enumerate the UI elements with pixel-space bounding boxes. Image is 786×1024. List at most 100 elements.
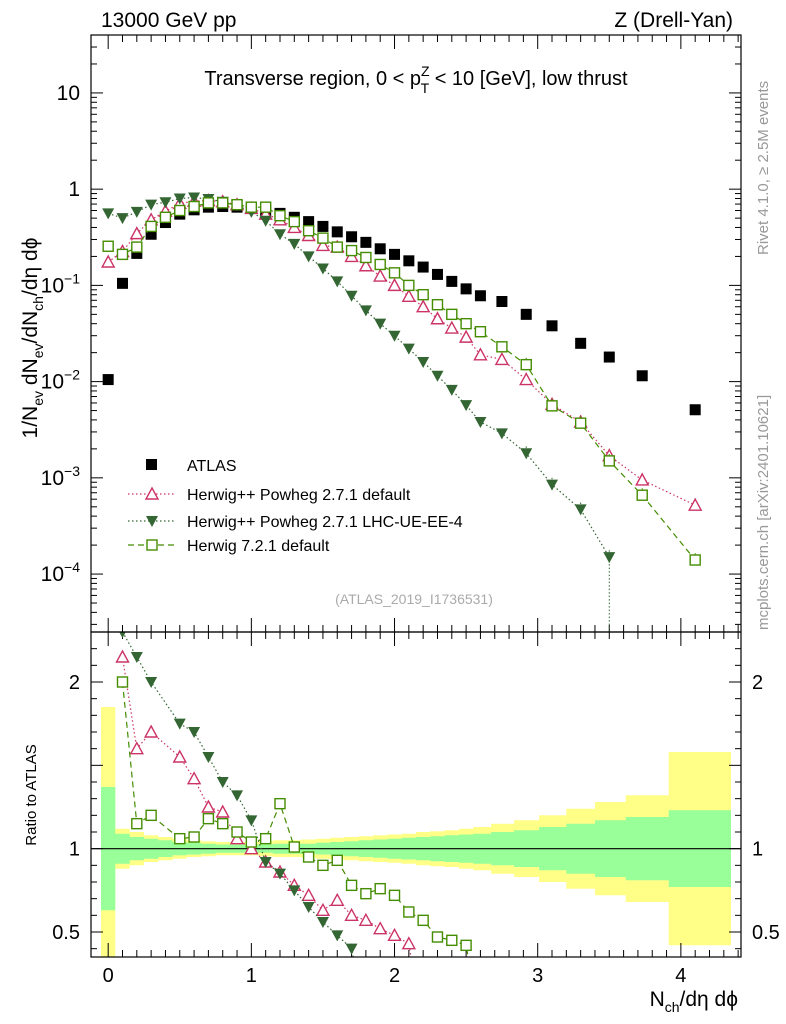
- ratio-point: [231, 826, 243, 838]
- main-point: [188, 200, 200, 213]
- ratio-point: [129, 741, 144, 755]
- ratio-point: [231, 790, 244, 802]
- ratio-point: [315, 902, 331, 917]
- main-point: [259, 215, 272, 227]
- main-point: [315, 237, 331, 252]
- main-point: [129, 226, 144, 240]
- ratio-point: [317, 859, 329, 872]
- main-point: [374, 243, 386, 255]
- main-point: [636, 489, 648, 501]
- x-tick-label: 1: [246, 965, 257, 987]
- legend-label-powheg-default: Herwig++ Powheg 2.7.1 default: [187, 487, 411, 504]
- main-point: [360, 236, 372, 248]
- ratio-point: [202, 752, 215, 763]
- ratio-band-outer: [101, 707, 731, 957]
- main-point: [245, 201, 258, 213]
- x-tick-label: 3: [532, 965, 543, 987]
- main-y-tick-label: 1: [68, 178, 80, 201]
- ratio-point: [374, 882, 386, 895]
- main-point: [546, 400, 558, 412]
- main-y-tick-labels: 10−4 10−3 10−2 10−1 1 10: [41, 82, 81, 586]
- main-point: [317, 232, 329, 244]
- ratio-series-layer: [115, 632, 472, 957]
- main-point: [403, 279, 415, 292]
- main-point: [496, 341, 508, 353]
- ratio-point: [331, 930, 344, 942]
- main-point: [431, 298, 444, 311]
- main-point: [231, 198, 243, 211]
- ratio-point: [302, 902, 315, 913]
- main-point: [460, 317, 472, 330]
- ratio-point: [174, 832, 186, 845]
- main-point: [288, 238, 301, 250]
- main-point: [374, 318, 387, 330]
- main-point: [317, 220, 329, 232]
- main-point: [387, 277, 402, 292]
- ratio-point: [130, 652, 143, 663]
- main-point: [359, 305, 372, 317]
- legend-label-atlas: ATLAS: [187, 458, 237, 475]
- main-point: [636, 370, 648, 382]
- main-point: [574, 417, 587, 429]
- main-point: [401, 288, 417, 303]
- ratio-point: [173, 718, 186, 730]
- main-point: [574, 504, 587, 516]
- main-point: [431, 370, 444, 382]
- main-point: [116, 248, 129, 261]
- x-axis-label: Nch/dη dϕ: [650, 988, 738, 1015]
- main-point: [145, 199, 158, 211]
- main-panel: 10−4 10−3 10−2 10−1 1 10 Transverse region, 0…: [19, 34, 742, 633]
- legend-label-herwig721: Herwig 7.2.1 default: [187, 538, 330, 555]
- x-tick-label: 2: [389, 965, 400, 987]
- ratio-point: [201, 799, 216, 813]
- main-point: [259, 201, 272, 213]
- ratio-bands-layer: [91, 707, 741, 957]
- main-point: [430, 311, 445, 325]
- main-point: [603, 351, 615, 363]
- main-point: [431, 268, 443, 280]
- main-point: [288, 215, 301, 228]
- main-series-layer: [101, 192, 703, 632]
- main-point: [159, 197, 172, 209]
- main-point: [388, 330, 401, 342]
- ratio-point: [302, 851, 315, 863]
- main-point: [273, 229, 286, 241]
- ratio-y-tick-label-right: 1: [752, 839, 763, 861]
- main-point: [331, 241, 343, 253]
- ratio-point: [119, 632, 126, 638]
- ratio-point: [431, 931, 444, 943]
- main-point: [474, 290, 486, 302]
- main-point: [217, 197, 229, 209]
- ratio-point: [216, 777, 229, 788]
- ratio-point: [330, 892, 345, 907]
- ratio-point: [388, 889, 401, 902]
- ratio-point: [273, 868, 286, 880]
- ratio-point: [172, 749, 187, 763]
- main-point: [417, 261, 429, 273]
- legend-item-powheg-default: Herwig++ Powheg 2.7.1 default: [128, 486, 411, 504]
- main-point: [520, 448, 533, 460]
- main-y-axis-label: 1/Nev dNev/dNch/dη dϕ: [19, 238, 46, 439]
- watermark: (ATLAS_2019_I1736531): [335, 591, 493, 607]
- ratio-y-axis-label: Ratio to ATLAS: [23, 744, 40, 845]
- main-point: [520, 308, 532, 320]
- main-point: [460, 283, 472, 295]
- main-point: [173, 193, 186, 205]
- ratio-point: [259, 857, 272, 868]
- ratio-point: [401, 936, 417, 950]
- ratio-point: [446, 934, 458, 947]
- main-point: [446, 308, 458, 321]
- ratio-point: [345, 879, 358, 892]
- main-point: [346, 231, 358, 243]
- main-point: [473, 347, 488, 361]
- main-point: [460, 400, 473, 412]
- main-point: [130, 206, 143, 218]
- main-point: [202, 197, 215, 209]
- main-point: [102, 208, 115, 220]
- ratio-y-tick-label: 2: [69, 672, 80, 694]
- main-point: [494, 351, 510, 366]
- main-point: [417, 356, 430, 368]
- main-point: [403, 255, 415, 267]
- main-series-line: [107, 199, 696, 506]
- ratio-ticks: [91, 631, 741, 957]
